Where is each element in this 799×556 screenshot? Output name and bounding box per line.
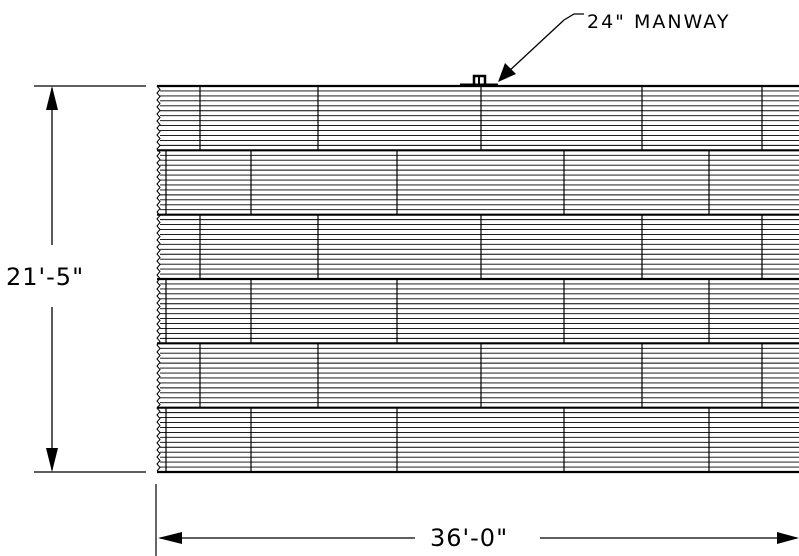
height-dimension-label: 21'-5" bbox=[6, 263, 84, 291]
manway-label: 24" MANWAY bbox=[587, 11, 730, 33]
width-dimension-label: 36'-0" bbox=[430, 524, 508, 552]
